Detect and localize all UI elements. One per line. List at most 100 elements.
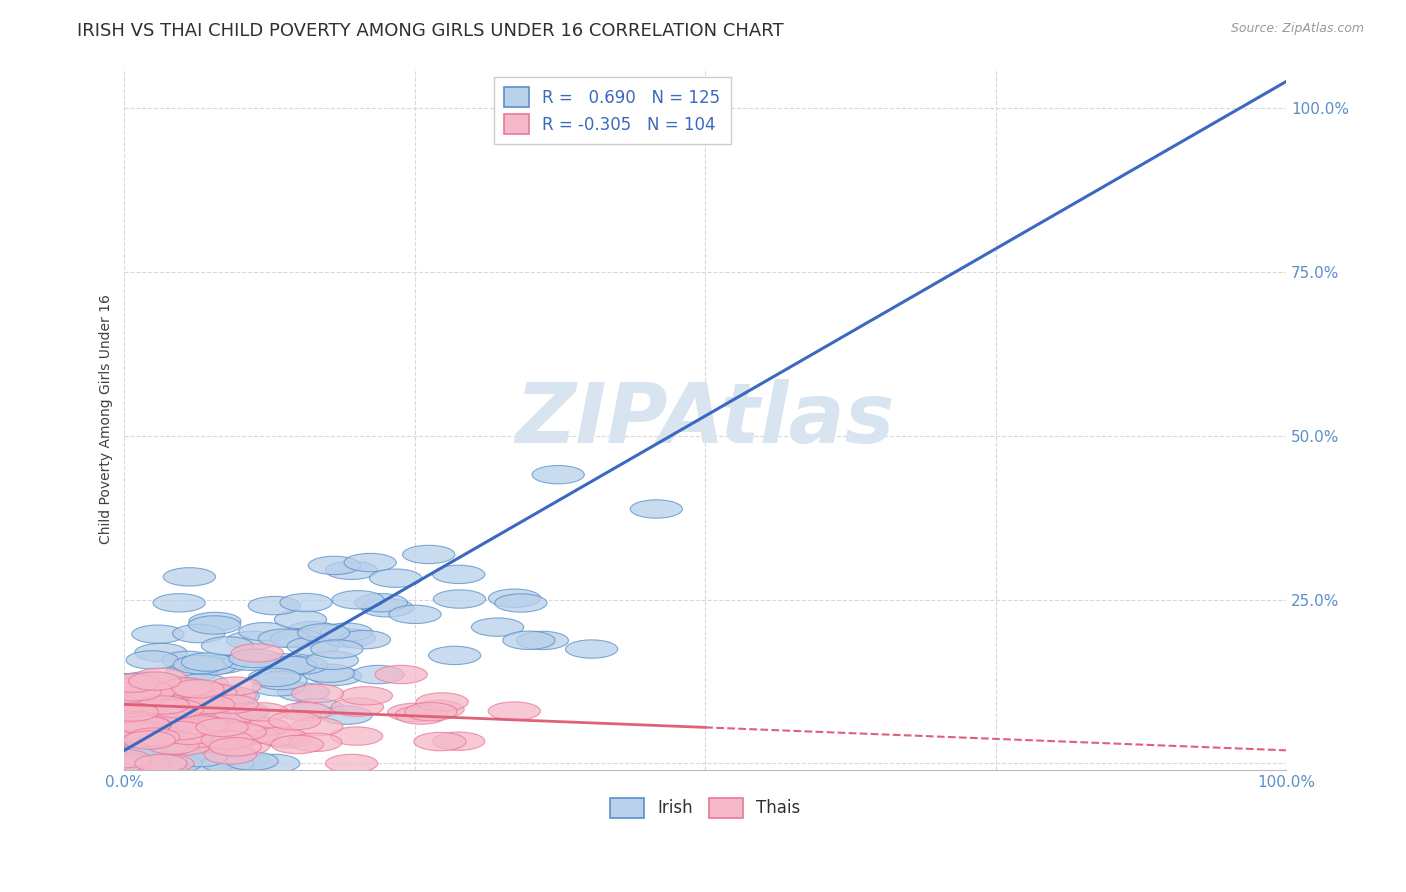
Ellipse shape bbox=[214, 723, 266, 741]
Ellipse shape bbox=[143, 755, 195, 772]
Ellipse shape bbox=[214, 704, 266, 722]
Ellipse shape bbox=[124, 682, 176, 700]
Ellipse shape bbox=[416, 693, 468, 711]
Ellipse shape bbox=[276, 656, 328, 674]
Ellipse shape bbox=[139, 681, 191, 700]
Ellipse shape bbox=[389, 605, 441, 624]
Ellipse shape bbox=[108, 755, 160, 772]
Ellipse shape bbox=[207, 687, 259, 706]
Ellipse shape bbox=[120, 755, 172, 772]
Ellipse shape bbox=[290, 733, 342, 751]
Ellipse shape bbox=[112, 723, 165, 740]
Ellipse shape bbox=[165, 664, 218, 682]
Ellipse shape bbox=[187, 733, 239, 752]
Ellipse shape bbox=[433, 590, 485, 608]
Ellipse shape bbox=[204, 746, 256, 764]
Ellipse shape bbox=[104, 719, 157, 738]
Ellipse shape bbox=[198, 713, 250, 731]
Ellipse shape bbox=[413, 732, 465, 751]
Ellipse shape bbox=[143, 699, 195, 718]
Ellipse shape bbox=[247, 755, 299, 772]
Ellipse shape bbox=[155, 689, 207, 707]
Ellipse shape bbox=[516, 632, 568, 649]
Ellipse shape bbox=[321, 623, 373, 641]
Ellipse shape bbox=[173, 730, 225, 748]
Ellipse shape bbox=[163, 730, 215, 748]
Ellipse shape bbox=[321, 706, 373, 724]
Ellipse shape bbox=[152, 699, 204, 718]
Ellipse shape bbox=[218, 737, 270, 756]
Text: ZIPAtlas: ZIPAtlas bbox=[516, 379, 894, 459]
Ellipse shape bbox=[136, 755, 188, 772]
Ellipse shape bbox=[107, 703, 159, 721]
Ellipse shape bbox=[118, 755, 170, 772]
Text: Source: ZipAtlas.com: Source: ZipAtlas.com bbox=[1230, 22, 1364, 36]
Ellipse shape bbox=[323, 629, 375, 648]
Ellipse shape bbox=[159, 737, 211, 755]
Ellipse shape bbox=[226, 752, 278, 771]
Ellipse shape bbox=[177, 729, 229, 747]
Ellipse shape bbox=[105, 678, 157, 697]
Ellipse shape bbox=[402, 545, 456, 564]
Ellipse shape bbox=[165, 701, 217, 719]
Ellipse shape bbox=[231, 644, 284, 662]
Ellipse shape bbox=[148, 705, 201, 723]
Ellipse shape bbox=[142, 755, 194, 772]
Ellipse shape bbox=[186, 736, 238, 754]
Ellipse shape bbox=[270, 629, 323, 648]
Ellipse shape bbox=[128, 728, 180, 747]
Ellipse shape bbox=[195, 718, 249, 737]
Ellipse shape bbox=[150, 755, 202, 772]
Ellipse shape bbox=[183, 695, 235, 714]
Ellipse shape bbox=[141, 714, 193, 732]
Ellipse shape bbox=[186, 713, 238, 731]
Ellipse shape bbox=[325, 561, 378, 580]
Ellipse shape bbox=[127, 694, 179, 712]
Ellipse shape bbox=[307, 651, 359, 670]
Ellipse shape bbox=[433, 566, 485, 583]
Ellipse shape bbox=[98, 749, 150, 768]
Ellipse shape bbox=[107, 719, 159, 737]
Legend: Irish, Thais: Irish, Thais bbox=[603, 791, 807, 825]
Ellipse shape bbox=[176, 721, 228, 739]
Ellipse shape bbox=[291, 717, 343, 736]
Ellipse shape bbox=[174, 748, 226, 767]
Ellipse shape bbox=[162, 651, 214, 670]
Ellipse shape bbox=[201, 731, 253, 749]
Ellipse shape bbox=[122, 684, 174, 702]
Ellipse shape bbox=[155, 722, 207, 739]
Ellipse shape bbox=[131, 755, 183, 772]
Ellipse shape bbox=[356, 593, 408, 612]
Ellipse shape bbox=[112, 693, 165, 712]
Ellipse shape bbox=[160, 729, 212, 747]
Ellipse shape bbox=[120, 716, 172, 734]
Ellipse shape bbox=[163, 567, 215, 586]
Ellipse shape bbox=[287, 622, 339, 640]
Ellipse shape bbox=[105, 698, 157, 717]
Ellipse shape bbox=[236, 703, 288, 721]
Ellipse shape bbox=[332, 591, 384, 609]
Ellipse shape bbox=[257, 654, 309, 672]
Ellipse shape bbox=[292, 698, 344, 717]
Ellipse shape bbox=[118, 672, 170, 690]
Ellipse shape bbox=[277, 683, 330, 701]
Ellipse shape bbox=[249, 597, 301, 615]
Ellipse shape bbox=[136, 696, 190, 714]
Ellipse shape bbox=[124, 715, 177, 734]
Ellipse shape bbox=[330, 727, 382, 746]
Ellipse shape bbox=[264, 657, 316, 674]
Ellipse shape bbox=[259, 629, 311, 648]
Ellipse shape bbox=[186, 731, 239, 749]
Ellipse shape bbox=[193, 713, 245, 731]
Ellipse shape bbox=[271, 735, 323, 754]
Ellipse shape bbox=[112, 729, 165, 747]
Ellipse shape bbox=[134, 668, 187, 687]
Ellipse shape bbox=[352, 665, 405, 683]
Ellipse shape bbox=[280, 593, 332, 612]
Ellipse shape bbox=[98, 673, 150, 692]
Ellipse shape bbox=[344, 553, 396, 572]
Ellipse shape bbox=[291, 684, 343, 703]
Ellipse shape bbox=[204, 687, 256, 705]
Ellipse shape bbox=[488, 589, 541, 607]
Ellipse shape bbox=[254, 727, 307, 746]
